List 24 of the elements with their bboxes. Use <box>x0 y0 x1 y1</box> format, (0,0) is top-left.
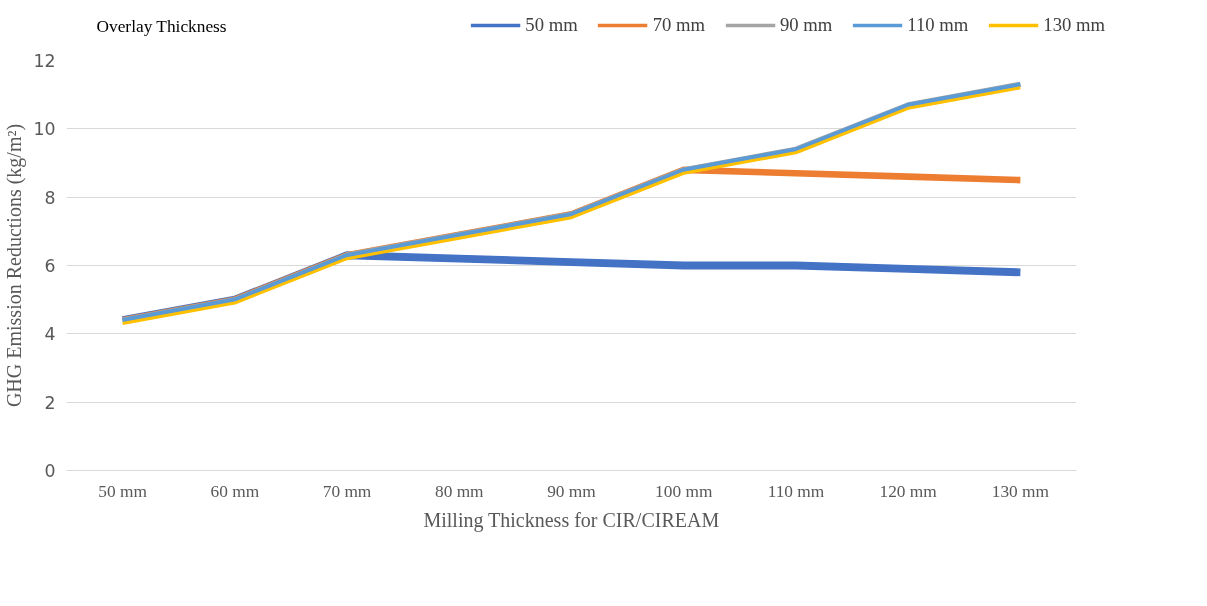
legend-label: 110 mm <box>907 14 969 36</box>
x-tick-label: 60 mm <box>210 481 260 501</box>
x-tick-label: 50 mm <box>98 481 148 501</box>
y-tick-label: 6 <box>44 256 56 276</box>
x-tick-label: 100 mm <box>655 481 713 501</box>
y-tick-label: 0 <box>44 461 56 481</box>
y-axis-title: GHG Emission Reductions (kg/m²) <box>3 123 27 408</box>
y-tick-label: 2 <box>44 392 56 413</box>
x-tick-label: 90 mm <box>547 481 597 501</box>
legend-label: 50 mm <box>525 14 578 36</box>
legend-label: 70 mm <box>652 14 705 36</box>
legend-label: 130 mm <box>1043 14 1105 36</box>
x-tick-label: 120 mm <box>879 481 938 501</box>
legend-label: 90 mm <box>780 14 833 36</box>
x-tick-label: 110 mm <box>767 481 825 501</box>
y-tick-label: 4 <box>44 324 56 345</box>
x-axis-title: Milling Thickness for CIR/CIREAM <box>423 508 720 532</box>
legend-title: Overlay Thickness <box>96 16 227 36</box>
x-tick-label: 80 mm <box>434 481 485 501</box>
y-tick-label: 8 <box>44 187 56 208</box>
x-tick-label: 130 mm <box>991 481 1050 501</box>
y-tick-label: 12 <box>33 51 56 71</box>
y-tick-label: 10 <box>33 119 56 140</box>
x-tick-label: 70 mm <box>322 481 372 501</box>
